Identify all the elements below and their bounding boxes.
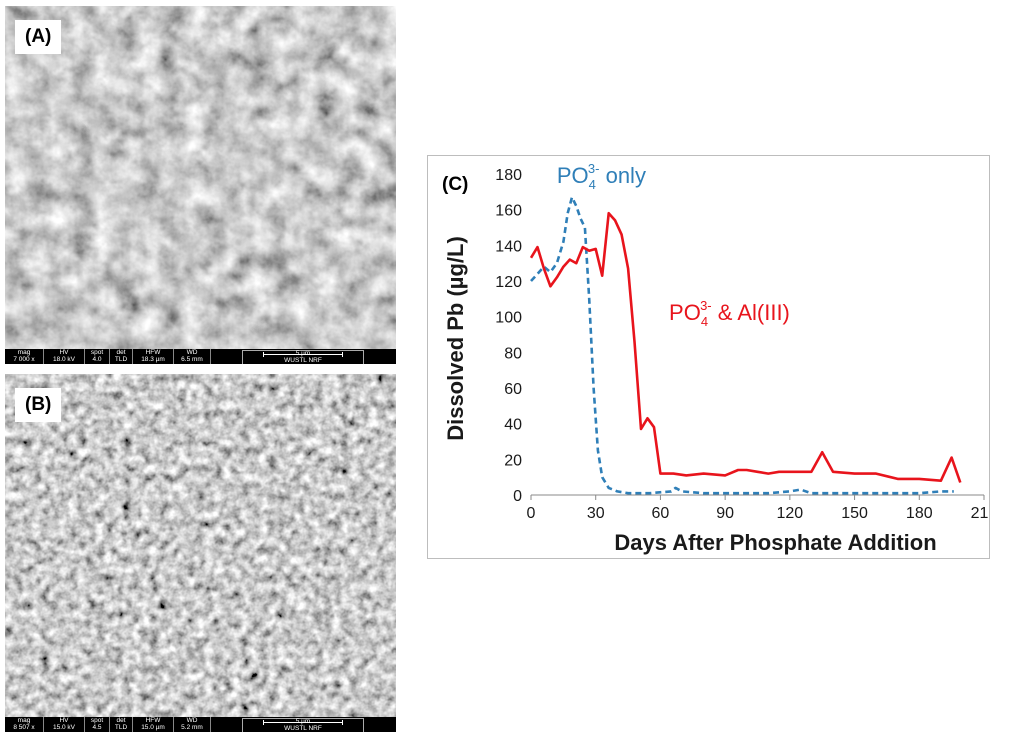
- hv-value: 15.0 kV: [52, 724, 76, 731]
- spot-value: 4.5: [92, 724, 102, 731]
- y-tick-label: 40: [504, 417, 522, 434]
- det-value: TLD: [114, 724, 128, 731]
- det-value: TLD: [114, 356, 128, 363]
- scale-bar-label: 5 µm: [243, 350, 363, 357]
- hfw-header: HFW: [145, 717, 161, 724]
- x-tick-label: 150: [841, 505, 868, 522]
- x-tick-label: 180: [906, 505, 933, 522]
- y-tick-label: 0: [513, 488, 522, 505]
- mag-value: 8 507 x: [13, 724, 35, 731]
- x-tick-label: 210: [971, 505, 989, 522]
- series-line-phosphate-only: [530, 195, 954, 495]
- hv-header: HV: [59, 349, 69, 356]
- panel-label-c: (C): [442, 174, 468, 195]
- wd-header: WD: [186, 717, 198, 724]
- det-header: det: [116, 349, 126, 356]
- wd-value: 5.2 mm: [181, 724, 203, 731]
- series-line-phosphate-al: [529, 211, 962, 483]
- x-axis-title: Days After Phosphate Addition: [614, 530, 936, 555]
- scale-bar-b: 5 µm WUSTL NRF: [242, 718, 364, 732]
- spot-header: spot: [90, 717, 104, 724]
- sem-texture-b: [5, 374, 396, 717]
- y-tick-label: 160: [495, 203, 522, 220]
- x-tick-label: 120: [777, 505, 804, 522]
- scale-bar-a: 5 µm WUSTL NRF: [242, 350, 364, 364]
- x-tick-label: 0: [527, 505, 536, 522]
- scale-bar-label: 5 µm: [243, 718, 363, 725]
- y-tick-label: 60: [504, 381, 522, 398]
- sem-image-b: (B) mag 8 507 x HV 15.0 kV spot 4.5 det TLD …: [5, 374, 396, 732]
- y-tick-label: 140: [495, 238, 522, 255]
- panel-label-b: (B): [15, 388, 62, 422]
- panel-label-a: (A): [15, 20, 62, 54]
- y-tick-label: 20: [504, 452, 522, 469]
- annotation-phosphate-al: PO43- & Al(III): [669, 298, 790, 329]
- y-tick-label: 180: [495, 167, 522, 184]
- facility-label: WUSTL NRF: [284, 725, 322, 732]
- facility-label: WUSTL NRF: [284, 357, 322, 364]
- hv-header: HV: [59, 717, 69, 724]
- x-tick-label: 60: [652, 505, 670, 522]
- y-axis-title: Dissolved Pb (µg/L): [443, 236, 468, 441]
- y-tick-label: 80: [504, 345, 522, 362]
- sem-infobar-a: mag 7 000 x HV 18.0 kV spot 4.0 det TLD HFW 1…: [5, 349, 396, 364]
- hfw-header: HFW: [145, 349, 161, 356]
- x-tick-label: 30: [587, 505, 605, 522]
- sem-texture-a: [5, 6, 396, 349]
- hv-value: 18.0 kV: [52, 356, 76, 363]
- y-tick-label: 120: [495, 274, 522, 291]
- spot-value: 4.0: [92, 356, 102, 363]
- mag-header: mag: [17, 717, 31, 724]
- y-tick-label: 100: [495, 310, 522, 327]
- chart-panel-c: 0 30 60 90 120 150 180 210 0 20 40 60 80 100 120 140 160…: [427, 155, 990, 559]
- wd-header: WD: [186, 349, 198, 356]
- sem-image-a: (A) mag 7 000 x HV 18.0 kV spot 4.0 det TLD …: [5, 6, 396, 364]
- mag-header: mag: [17, 349, 31, 356]
- annotation-phosphate-only: PO43- only: [557, 161, 646, 192]
- hfw-value: 15.0 µm: [141, 724, 165, 731]
- wd-value: 6.5 mm: [181, 356, 203, 363]
- hfw-value: 18.3 µm: [141, 356, 165, 363]
- sem-infobar-b: mag 8 507 x HV 15.0 kV spot 4.5 det TLD HFW 1…: [5, 717, 396, 732]
- mag-value: 7 000 x: [13, 356, 35, 363]
- chart-svg: 0 30 60 90 120 150 180 210 0 20 40 60 80 100 120 140 160…: [442, 161, 989, 555]
- det-header: det: [116, 717, 126, 724]
- x-tick-label: 90: [716, 505, 734, 522]
- spot-header: spot: [90, 349, 104, 356]
